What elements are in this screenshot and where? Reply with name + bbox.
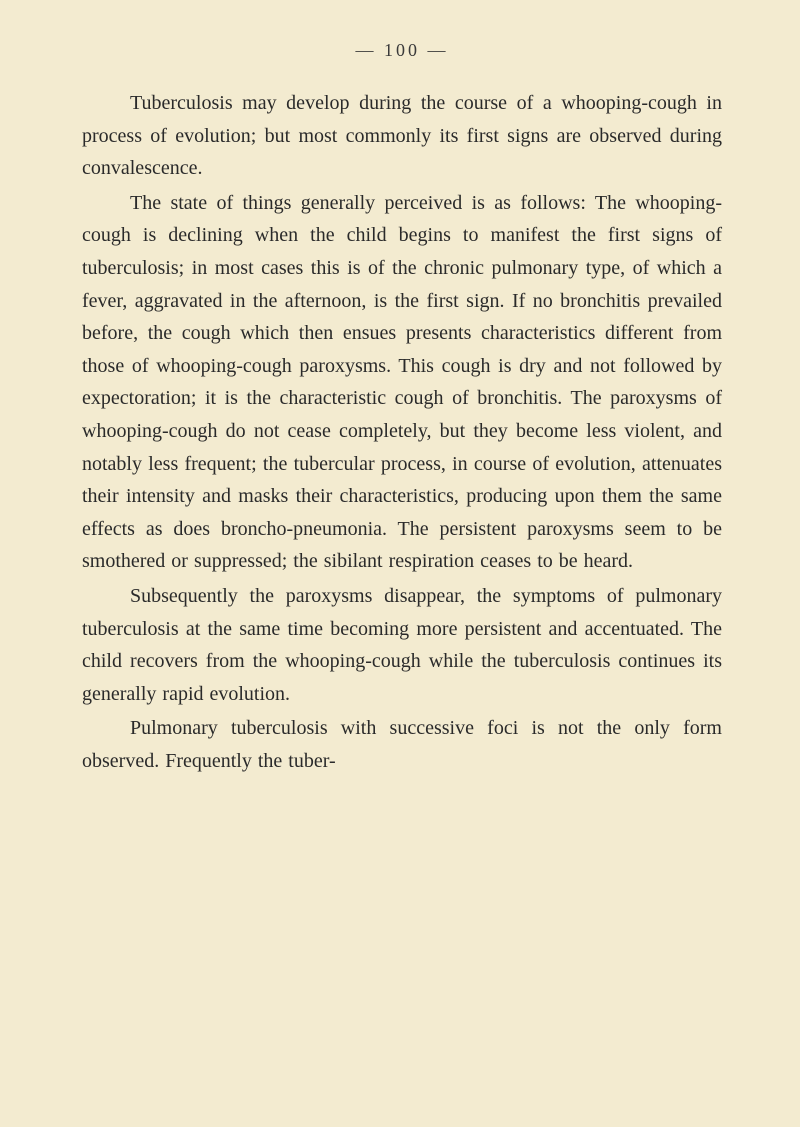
page-number-header: — 100 —: [82, 40, 722, 61]
paragraph-4: Pulmonary tuberculosis with successive f…: [82, 712, 722, 777]
paragraph-1: Tuberculosis may develop during the cour…: [82, 87, 722, 185]
paragraph-3: Subsequently the paroxysms disappear, th…: [82, 580, 722, 710]
paragraph-2: The state of things generally perceived …: [82, 187, 722, 578]
page-container: — 100 — Tuberculosis may develop during …: [0, 0, 800, 819]
